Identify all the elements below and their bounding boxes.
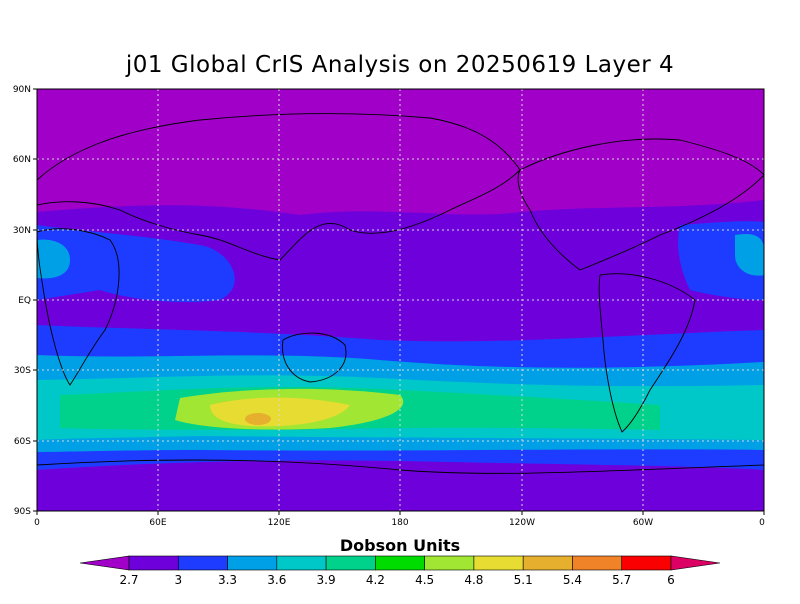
colorbar-tick-label: 4.2 bbox=[366, 573, 385, 587]
colorbar-swatch bbox=[473, 555, 524, 571]
lat-tick-label: 90S bbox=[14, 507, 31, 517]
colorbar-tick-label: 3 bbox=[174, 573, 182, 587]
colorbar-tick-label: 5.4 bbox=[563, 573, 582, 587]
lat-tick-label: EQ bbox=[18, 296, 31, 306]
colorbar-swatch bbox=[424, 555, 475, 571]
band-5-4-peak bbox=[245, 413, 271, 425]
coast-eurasia bbox=[37, 113, 521, 261]
lon-tick-label: 180 bbox=[391, 518, 408, 528]
coast-north-america bbox=[517, 138, 764, 271]
colorbar-swatch bbox=[227, 555, 278, 571]
colorbar-swatch bbox=[177, 555, 228, 571]
colorbar-swatch bbox=[522, 555, 573, 571]
colorbar-swatch bbox=[128, 555, 179, 571]
lon-tick-label: 60W bbox=[633, 518, 653, 528]
tick-marks bbox=[33, 88, 765, 515]
colorbar-max-arrow bbox=[670, 555, 721, 571]
coast-south-america bbox=[598, 273, 696, 433]
lon-tick-label: 0 bbox=[759, 518, 765, 528]
colorbar-swatch bbox=[621, 555, 672, 571]
colorbar: 2.7 3 3.3 3.6 3.9 4.2 4.5 4.8 5.1 5.4 5.7 6 bbox=[79, 555, 721, 587]
lat-tick-label: 30N bbox=[13, 226, 31, 236]
colorbar-tick-label: 6 bbox=[667, 573, 675, 587]
map-title: j01 Global CrIS Analysis on 20250619 Lay… bbox=[125, 52, 675, 78]
colorbar-tick-label: 2.7 bbox=[119, 573, 138, 587]
colorbar-tick-label: 3.9 bbox=[317, 573, 336, 587]
colorbar-tick-label: 5.1 bbox=[514, 573, 533, 587]
lat-tick-label: 30S bbox=[14, 366, 31, 376]
lat-tick-label: 60N bbox=[13, 155, 31, 165]
colorbar-swatch bbox=[572, 555, 623, 571]
colorbar-swatch bbox=[325, 555, 376, 571]
map-grid bbox=[37, 89, 764, 511]
colorbar-tick-label: 5.7 bbox=[612, 573, 631, 587]
coast-africa bbox=[37, 228, 120, 386]
lon-tick-label: 120E bbox=[268, 518, 291, 528]
band-3-3-west bbox=[37, 225, 235, 302]
band-5-1-south bbox=[210, 397, 350, 427]
colorbar-tick-label: 3.3 bbox=[218, 573, 237, 587]
band-3-6-atlantic bbox=[735, 233, 764, 276]
lat-labels: 90N 60N 30N EQ 30S 60S 90S bbox=[13, 85, 31, 517]
colorbar-label: Dobson Units bbox=[339, 536, 461, 555]
band-3-6-africa bbox=[37, 239, 70, 279]
lon-tick-label: 120W bbox=[509, 518, 535, 528]
colorbar-swatch bbox=[375, 555, 425, 571]
coast-australia bbox=[282, 332, 347, 383]
colorbar-tick-label: 4.8 bbox=[464, 573, 483, 587]
colorbar-min-arrow bbox=[79, 555, 130, 571]
lon-tick-label: 60E bbox=[149, 518, 166, 528]
lon-tick-label: 0 bbox=[34, 518, 40, 528]
colorbar-tick-label: 4.5 bbox=[415, 573, 434, 587]
lon-labels: 0 60E 120E 180 120W 60W 0 bbox=[34, 518, 765, 528]
lat-tick-label: 60S bbox=[14, 437, 31, 447]
lat-tick-label: 90N bbox=[13, 85, 31, 95]
colorbar-tick-label: 3.6 bbox=[267, 573, 286, 587]
colorbar-swatch bbox=[276, 555, 327, 571]
